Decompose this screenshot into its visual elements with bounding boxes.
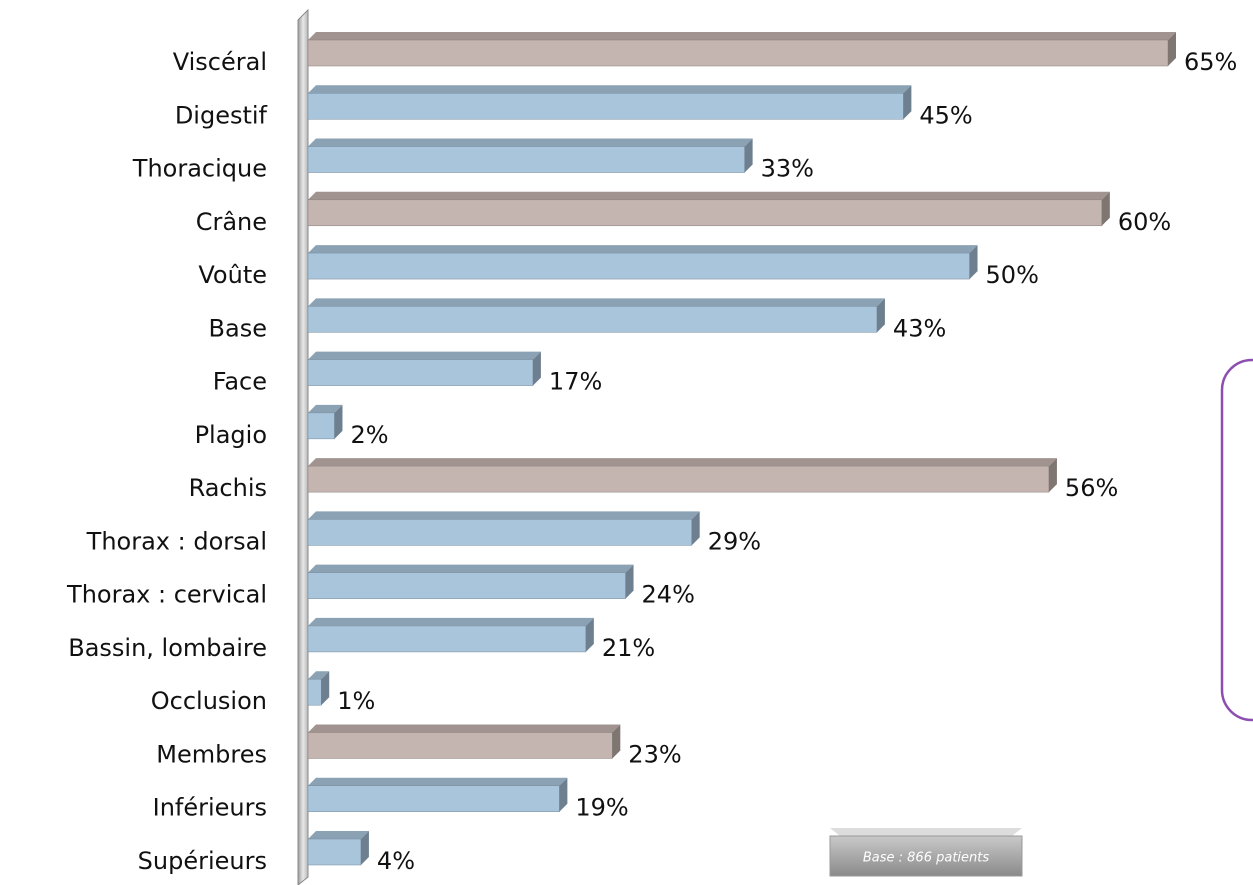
bar-side (559, 777, 568, 812)
bar-side (360, 831, 369, 865)
bar-side (334, 404, 343, 439)
category-label: Occlusion (151, 687, 267, 715)
category-label: Voûte (198, 261, 267, 289)
value-label: 60% (1118, 208, 1171, 236)
bar-top (308, 245, 978, 254)
bar (307, 785, 560, 812)
bar-top (308, 671, 330, 680)
bar-side (903, 85, 912, 120)
value-label: 65% (1184, 48, 1237, 76)
bar (307, 39, 1169, 67)
bar-top (308, 138, 753, 147)
bar-top (308, 777, 568, 786)
bar-top (308, 564, 634, 573)
bar-side (876, 298, 885, 333)
bar (307, 465, 1050, 493)
category-label: Digestif (175, 101, 268, 129)
category-label: Thorax : dorsal (86, 527, 267, 555)
category-label: Thoracique (132, 155, 267, 183)
value-label: 29% (708, 527, 761, 555)
bar (307, 732, 613, 759)
value-label: 1% (337, 687, 375, 715)
category-label: Base (209, 314, 267, 342)
axis-wall (297, 8, 309, 885)
bar (307, 306, 878, 333)
value-label: 2% (350, 421, 388, 449)
bar-top (308, 458, 1057, 467)
bar-side (625, 564, 634, 599)
bar-side (585, 617, 594, 652)
category-label: Thorax : cervical (66, 581, 267, 609)
bar-top (308, 191, 1110, 200)
category-label: Crâne (196, 208, 267, 236)
value-label: 45% (919, 101, 972, 129)
bar (307, 93, 904, 120)
bar-side (321, 671, 330, 706)
bar-side (969, 245, 978, 280)
category-label: Face (213, 368, 267, 396)
bar-side (612, 724, 621, 759)
bar-top (308, 298, 885, 307)
bar (307, 359, 534, 386)
bar-side (691, 511, 700, 546)
value-label: 4% (377, 847, 415, 875)
category-label: Supérieurs (138, 847, 267, 875)
bar-side (744, 138, 753, 173)
category-label: Viscéral (173, 48, 267, 76)
bar-top (308, 404, 343, 413)
bar (307, 572, 626, 599)
category-label: Inférieurs (153, 794, 267, 822)
value-label: 23% (628, 740, 681, 768)
value-label: 21% (602, 634, 655, 662)
bar-side (1101, 191, 1110, 226)
bar-top (308, 511, 700, 520)
bar (307, 625, 587, 653)
bar (307, 252, 970, 280)
annotation: Base : 866 patients (863, 851, 990, 866)
bar-top (308, 85, 912, 94)
value-label: 56% (1065, 474, 1118, 502)
bar (307, 146, 745, 173)
category-label: Bassin, lombaire (68, 634, 267, 662)
category-label: Plagio (195, 421, 267, 449)
bar-side (1048, 458, 1057, 493)
annotation-box: Base : 866 patients (829, 828, 1023, 877)
bar (307, 678, 322, 706)
bar (307, 199, 1103, 227)
category-label: Rachis (189, 474, 267, 502)
value-label: 17% (549, 368, 602, 396)
bar (307, 838, 362, 866)
side-panel (1220, 358, 1253, 722)
bar-side (532, 351, 541, 386)
bar-side (1168, 32, 1176, 66)
bar (307, 412, 335, 440)
value-label: 19% (575, 794, 628, 822)
value-label: 24% (642, 581, 695, 609)
bar-top (308, 32, 1176, 40)
bar-top (308, 724, 621, 733)
bar-top (308, 831, 369, 839)
bar-top (308, 351, 541, 360)
value-label: 50% (986, 261, 1039, 289)
value-label: 33% (761, 155, 814, 183)
value-label: 43% (893, 314, 946, 342)
bar-top (308, 617, 594, 626)
bar (307, 519, 692, 546)
category-label: Membres (156, 740, 267, 768)
